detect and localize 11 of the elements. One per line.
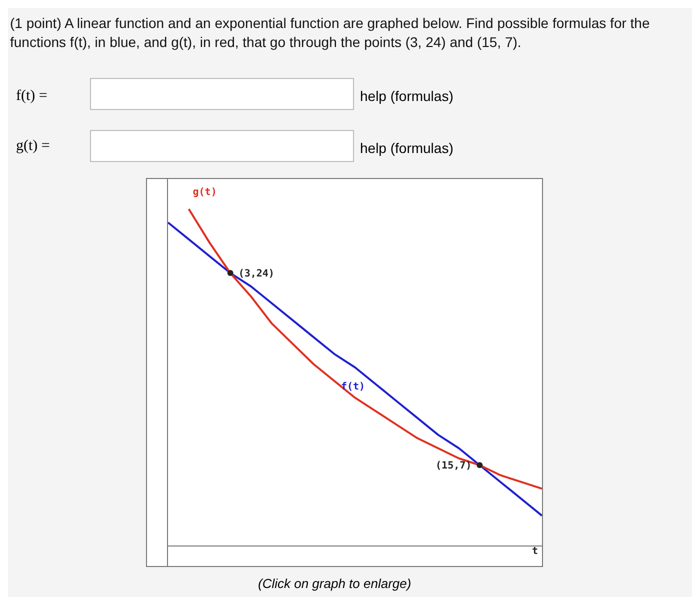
annotation: (3,24): [238, 268, 274, 280]
chart-title: (1 point) A linear function and an exponential function are graphed below. Find possible formulas for the functions f(t), in blue, and g(t), in red, that go through the points (3, 24) and (15, 7).: [10, 14, 651, 52]
text: f(t) =: [16, 88, 48, 105]
text: help (formulas): [360, 140, 454, 156]
text: help (formulas): [360, 88, 454, 104]
text: (Click on graph to enlarge): [258, 576, 412, 591]
series-label: f(t): [341, 381, 366, 392]
annotation: (15,7): [436, 460, 472, 472]
x-axis-title: t: [532, 546, 538, 557]
text: g(t) =: [16, 138, 50, 155]
series-label: g(t): [192, 187, 217, 198]
